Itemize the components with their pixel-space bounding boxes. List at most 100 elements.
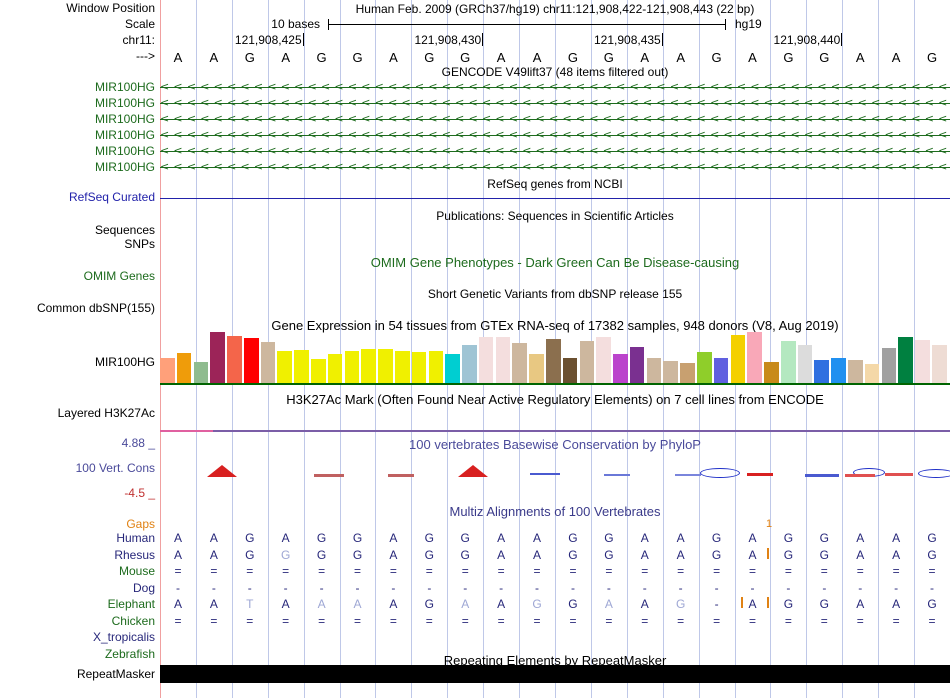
gtex-tissue-bar[interactable] (780, 341, 796, 383)
gtex-tissue-bar[interactable] (495, 337, 511, 383)
gtex-tissue-bar[interactable] (478, 337, 494, 383)
gtex-tissue-bar[interactable] (915, 340, 930, 383)
conservation-track-label[interactable]: 100 Vert. Cons (75, 461, 155, 475)
refseq-track-label[interactable]: RefSeq Curated (68, 190, 155, 204)
gencode-gene-row[interactable]: <<<<<<<<<<<<<<<<<<<<<<<<<<<<<<<<<<<<<<<<… (160, 112, 950, 126)
gtex-tissue-bar[interactable] (176, 352, 192, 383)
gtex-tissue-bar[interactable] (311, 359, 326, 383)
gtex-tissue-bar[interactable] (629, 346, 645, 383)
gtex-tissue-bar[interactable] (713, 358, 729, 383)
alignment-row[interactable] (160, 631, 950, 644)
gtex-tissue-bar[interactable] (931, 344, 947, 383)
gtex-tissue-bar[interactable] (445, 353, 460, 383)
gtex-tissue-bar[interactable] (579, 341, 595, 383)
gaps-label[interactable]: Gaps (126, 517, 155, 531)
gtex-tissue-bar[interactable] (646, 358, 662, 383)
window-position-label: Window Position (66, 1, 155, 15)
gtex-tissue-bar[interactable] (529, 353, 544, 383)
scale-bar (328, 19, 726, 30)
gtex-tissue-bar[interactable] (680, 363, 695, 383)
gtex-tissue-bar[interactable] (697, 351, 712, 383)
gtex-tissue-bar[interactable] (747, 332, 762, 383)
repeatmasker-feature-bar[interactable] (160, 665, 950, 683)
gencode-gene-label[interactable]: MIR100HG (94, 112, 155, 126)
gtex-tissue-bar[interactable] (848, 360, 863, 383)
species-label-elephant[interactable]: Elephant (107, 597, 155, 611)
alignment-row[interactable]: = = = = = = = = = = = = = = = = = = = = = = (160, 565, 950, 578)
gtex-tissue-bar[interactable] (378, 348, 393, 383)
species-label-mouse[interactable]: Mouse (118, 564, 155, 578)
gtex-tissue-bar[interactable] (344, 350, 360, 383)
gtex-tissue-bar[interactable] (160, 358, 175, 383)
gtex-tissue-bar[interactable] (227, 336, 242, 383)
gencode-gene-label[interactable]: MIR100HG (94, 144, 155, 158)
gencode-gene-label[interactable]: MIR100HG (94, 160, 155, 174)
alignment-base: A (856, 547, 865, 562)
gtex-tissue-bar[interactable] (277, 350, 293, 383)
gencode-gene-label[interactable]: MIR100HG (94, 80, 155, 94)
publications-sequences-label[interactable]: Sequences (94, 223, 155, 237)
species-label-dog[interactable]: Dog (132, 580, 155, 595)
gtex-tissue-bar[interactable] (294, 349, 309, 383)
gtex-track-label[interactable]: MIR100HG (94, 355, 155, 369)
alignment-base: = (533, 564, 541, 578)
dbsnp-track-label[interactable]: Common dbSNP(155) (36, 301, 155, 315)
gtex-expression-barchart[interactable] (160, 331, 950, 383)
gtex-tissue-bar[interactable] (881, 347, 897, 383)
gtex-tissue-bar[interactable] (210, 332, 225, 383)
sequence-base: A (640, 50, 650, 65)
gtex-tissue-bar[interactable] (545, 339, 561, 383)
gtex-tissue-bar[interactable] (764, 362, 779, 383)
alignment-base: A (353, 597, 362, 611)
gencode-gene-row[interactable]: <<<<<<<<<<<<<<<<<<<<<<<<<<<<<<<<<<<<<<<<… (160, 128, 950, 142)
alignment-base: G (927, 547, 937, 562)
sequence-base: A (496, 50, 506, 65)
gencode-gene-row[interactable]: <<<<<<<<<<<<<<<<<<<<<<<<<<<<<<<<<<<<<<<<… (160, 160, 950, 174)
gtex-tissue-bar[interactable] (193, 362, 209, 383)
gencode-gene-label[interactable]: MIR100HG (94, 96, 155, 110)
species-label-human[interactable]: Human (116, 531, 155, 545)
species-label-zebrafish[interactable]: Zebrafish (104, 646, 155, 661)
publications-snps-label[interactable]: SNPs (124, 237, 155, 251)
conservation-bar (805, 474, 839, 477)
alignment-base: G (245, 531, 255, 545)
gtex-tissue-bar[interactable] (613, 353, 628, 383)
gtex-tissue-bar[interactable] (411, 351, 427, 383)
gtex-tissue-bar[interactable] (814, 360, 830, 383)
gtex-tissue-bar[interactable] (394, 350, 410, 383)
alignment-base: = (353, 613, 361, 628)
gtex-tissue-bar[interactable] (831, 358, 846, 383)
omim-track-label[interactable]: OMIM Genes (83, 269, 155, 283)
alignment-base: G (316, 547, 327, 562)
gtex-tissue-bar[interactable] (562, 358, 578, 383)
species-label-rhesus[interactable]: Rhesus (114, 547, 155, 562)
repeatmasker-track-label[interactable]: RepeatMasker (76, 667, 155, 681)
gtex-tissue-bar[interactable] (243, 338, 259, 383)
gencode-gene-row[interactable]: <<<<<<<<<<<<<<<<<<<<<<<<<<<<<<<<<<<<<<<<… (160, 80, 950, 94)
gtex-tissue-bar[interactable] (797, 344, 813, 383)
gtex-tissue-bar[interactable] (663, 361, 679, 383)
alignment-row[interactable]: = = = = = = = = = = = = = = = = = = = = = = (160, 613, 950, 628)
gtex-tissue-bar[interactable] (462, 345, 477, 383)
gtex-tissue-bar[interactable] (327, 353, 343, 383)
gtex-tissue-bar[interactable] (898, 337, 913, 383)
gencode-gene-row[interactable]: <<<<<<<<<<<<<<<<<<<<<<<<<<<<<<<<<<<<<<<<… (160, 144, 950, 158)
gencode-gene-row[interactable]: <<<<<<<<<<<<<<<<<<<<<<<<<<<<<<<<<<<<<<<<… (160, 96, 950, 110)
gtex-tissue-bar[interactable] (512, 343, 527, 383)
species-label-chicken[interactable]: Chicken (111, 613, 155, 628)
gtex-tissue-bar[interactable] (596, 337, 611, 383)
gtex-tissue-bar[interactable] (260, 342, 276, 383)
species-label-x_tropicalis[interactable]: X_tropicalis (92, 630, 155, 644)
gtex-tissue-bar[interactable] (730, 335, 746, 383)
gencode-gene-label[interactable]: MIR100HG (94, 128, 155, 142)
sequence-base: G (819, 50, 830, 65)
alignment-base: T (246, 597, 254, 611)
gtex-tissue-bar[interactable] (361, 348, 376, 383)
gtex-tissue-bar[interactable] (428, 350, 444, 383)
alignment-row[interactable]: ---------------------- (160, 581, 950, 595)
gtex-tissue-bar[interactable] (864, 364, 880, 383)
h3k27ac-track-label[interactable]: Layered H3K27Ac (57, 406, 155, 420)
